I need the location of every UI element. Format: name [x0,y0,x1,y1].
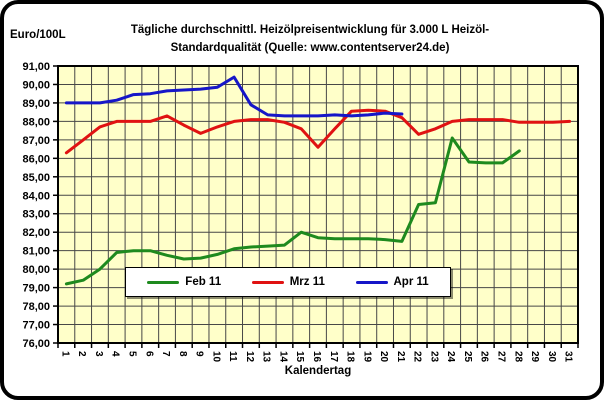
x-tick-label: 13 [261,351,272,363]
chart-title-line2: Standardqualität (Quelle: www.contentser… [170,41,450,54]
x-tick-label: 30 [546,351,557,363]
x-tick-label: 31 [563,351,574,363]
series-line-feb-11 [64,136,521,286]
legend-label: Apr 11 [393,276,429,288]
y-tick-label: 86,00 [22,153,50,165]
legend-item-apr-11: Apr 11 [355,276,429,288]
y-tick-label: 89,00 [22,98,50,110]
y-tick-label: 78,00 [22,301,50,313]
y-axis-unit-label: Euro/100L [10,29,66,41]
y-tick-label: 90,00 [22,79,50,91]
x-tick-label: 10 [210,351,221,363]
y-tick-label: 82,00 [22,227,50,239]
legend-item-feb-11: Feb 11 [147,276,221,288]
y-tick-label: 80,00 [22,264,50,276]
x-tick-label: 20 [378,351,389,363]
x-tick-label: 6 [143,351,154,357]
legend-label: Feb 11 [185,276,222,288]
legend-line-swatch [355,280,388,284]
x-tick-label: 29 [529,351,540,363]
x-tick-label: 9 [194,351,205,357]
legend-line-swatch [147,280,180,284]
x-tick-label: 7 [160,351,171,357]
x-tick-label: 26 [479,351,490,363]
legend: Feb 11 Mrz 11 Apr 11 [125,267,451,297]
x-axis-title: Kalendertag [284,365,352,377]
x-tick-label: 3 [93,351,104,357]
x-tick-label: 17 [328,351,339,363]
x-tick-label: 27 [496,351,507,363]
y-tick-label: 79,00 [22,283,50,295]
plot-border [57,65,579,344]
x-tick-label: 14 [277,351,288,363]
y-tick-label: 87,00 [22,135,50,147]
chart-title-line1: Tägliche durchschnittl. Heizölpreisentwi… [130,24,490,36]
x-tick-label: 19 [361,351,372,363]
x-tick-label: 25 [462,351,473,363]
y-tick-label: 77,00 [22,320,50,332]
x-tick-label: 22 [412,351,423,363]
x-tick-label: 2 [76,351,87,357]
x-tick-label: 1 [59,351,70,357]
x-tick-label: 21 [395,351,406,363]
chart-title: Tägliche durchschnittl. Heizölpreisentwi… [70,22,550,58]
x-tick-label: 11 [227,351,238,362]
x-tick-label: 16 [311,351,322,363]
y-tick-label: 76,00 [22,338,50,350]
plot-background [58,66,578,343]
x-tick-label: 8 [177,351,188,357]
y-tick-label: 88,00 [22,116,50,128]
y-tick-label: 81,00 [22,246,50,258]
y-tick-label: 91,00 [22,61,50,73]
x-tick-label: 12 [244,351,255,363]
y-tick-label: 85,00 [22,172,50,184]
legend-item-mrz-11: Mrz 11 [251,276,325,288]
y-tick-label: 84,00 [22,190,50,202]
x-tick-label: 4 [110,351,121,357]
series-line-apr-11 [64,75,404,118]
x-tick-label: 23 [428,351,439,363]
x-tick-label: 15 [294,351,305,363]
y-tick-label: 83,00 [22,209,50,221]
series-line-mrz-11 [64,108,572,155]
legend-line-swatch [251,280,284,284]
x-tick-label: 28 [512,351,523,363]
legend-label: Mrz 11 [289,276,325,288]
x-tick-label: 18 [345,351,356,363]
x-tick-label: 24 [445,351,456,363]
x-tick-label: 5 [126,351,137,357]
